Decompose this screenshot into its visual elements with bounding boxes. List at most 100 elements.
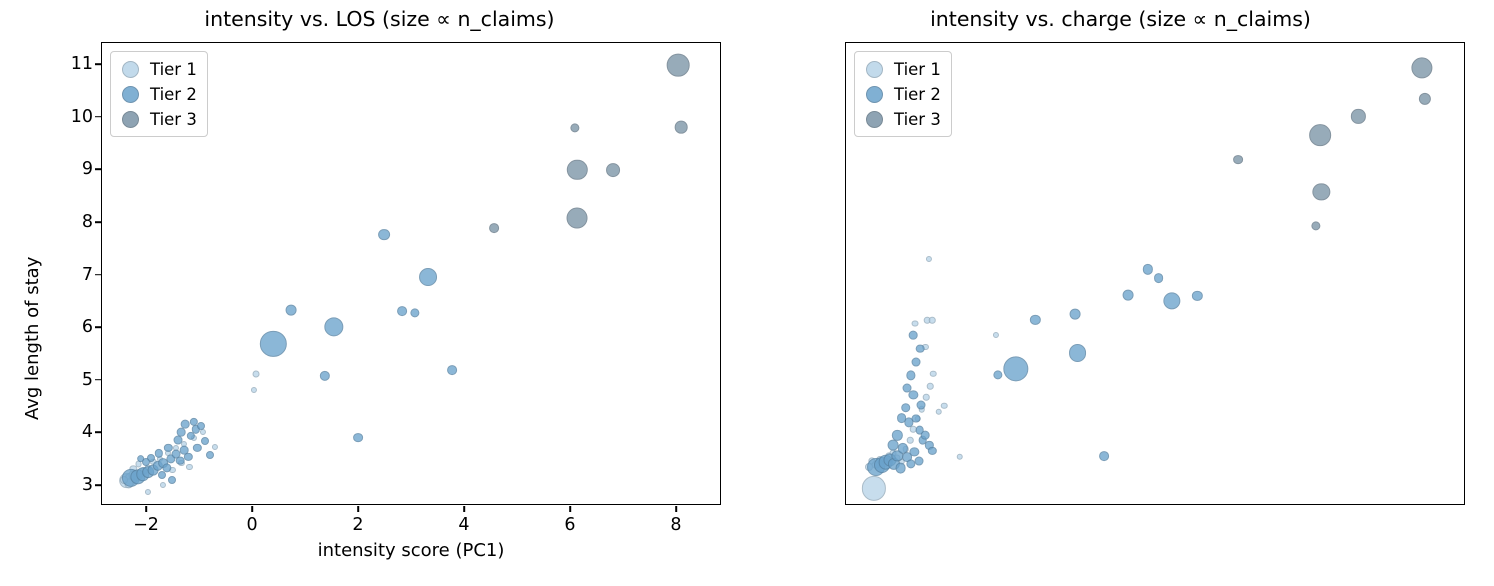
legend-label-tier-1: Tier 1 [150,59,197,79]
x-tick-mark [463,506,465,512]
scatter-point [915,344,925,353]
legend-swatch-tier-3 [866,110,883,128]
scatter-point [921,431,930,440]
scatter-point [992,332,1000,339]
scatter-point [136,454,145,463]
x-tick-mark [569,506,571,512]
x-tick-mark [357,506,359,512]
legend-label-tier-1: Tier 1 [894,59,941,79]
scatter-point [1099,451,1109,462]
plot-area-los: Tier 1 Tier 2 Tier 3 [101,42,721,505]
scatter-point [446,365,457,376]
legend-item-tier-3[interactable]: Tier 3 [118,108,197,130]
scatter-point [570,123,580,133]
legend-swatch-tier-3 [122,110,139,128]
y-tick-mark [95,378,101,381]
legend-charge: Tier 1 Tier 2 Tier 3 [854,51,952,137]
scatter-point [1192,290,1203,302]
scatter-point [1142,264,1154,275]
scatter-point [1002,355,1029,382]
scatter-point [1419,92,1432,106]
x-tick-label: 4 [458,515,470,535]
legend-swatch-tier-2 [866,85,883,103]
legend-label-tier-2: Tier 2 [894,84,941,104]
panel-los: intensity vs. LOS (size ∝ n_claims) Tier… [22,7,721,561]
scatter-point [911,320,919,328]
scatter-point [319,370,330,381]
scatter-point [1030,314,1041,325]
scatter-point [567,159,588,181]
legend-item-tier-2[interactable]: Tier 2 [862,83,941,105]
legend-item-tier-1[interactable]: Tier 1 [862,58,941,80]
scatter-point [177,428,186,437]
y-tick-mark [95,168,101,171]
scatter-point [323,316,344,337]
scatter-point [993,369,1003,380]
scatter-point [1312,183,1330,201]
scatter-point [901,403,911,413]
scatter-point [909,447,919,457]
scatter-point [489,223,500,234]
scatter-point [895,462,906,474]
scatter-point [892,430,903,441]
panel-charge: intensity vs. charge (size ∝ n_claims) T… [747,0,1494,586]
scatter-point [410,308,420,318]
y-tick-mark [95,273,101,276]
y-tick-mark [95,115,101,118]
scatter-point [251,387,258,394]
scatter-point [929,317,936,324]
scatter-point [159,481,166,488]
scatter-point [164,443,173,453]
scatter-point [154,449,163,458]
scatter-point [904,417,914,428]
scatter-point [378,228,391,241]
scatter-point [1068,344,1087,362]
scatter-point [922,394,930,401]
scatter-point [926,255,933,262]
y-tick-label: 3 [81,475,93,495]
x-tick-label: −2 [133,515,159,535]
y-tick-mark [95,484,101,486]
scatter-point [211,444,218,451]
legend-item-tier-3[interactable]: Tier 3 [862,108,941,130]
scatter-point [908,330,918,340]
scatter-point [674,120,688,134]
plot-area-charge: Tier 1 Tier 2 Tier 3 [845,42,1465,505]
scatter-point [285,304,297,316]
scatter-point [928,446,937,456]
scatter-point [353,432,363,443]
x-tick-label: 6 [564,515,576,535]
scatter-point [168,475,177,484]
scatter-point [197,421,206,430]
x-tick-mark [675,506,677,512]
x-tick-mark [251,506,253,512]
scatter-point [1311,221,1321,231]
scatter-point [180,419,190,429]
scatter-point [418,268,437,287]
legend-label-tier-2: Tier 2 [150,84,197,104]
y-tick-mark [95,63,101,65]
legend-label-tier-3: Tier 3 [150,109,197,129]
legend-swatch-tier-2 [122,85,139,103]
y-tick-mark [95,326,101,328]
legend-swatch-tier-1 [122,60,139,78]
y-tick-label: 4 [81,422,93,443]
scatter-point [145,489,152,496]
y-tick-label: 8 [81,211,93,232]
x-tick-label: 8 [670,515,682,535]
legend-swatch-tier-1 [866,60,883,78]
scatter-point [1309,124,1332,147]
legend-item-tier-1[interactable]: Tier 1 [118,58,197,80]
y-tick-mark [95,431,101,434]
scatter-point [252,371,260,378]
scatter-point [179,445,189,455]
y-tick-label: 5 [81,369,93,390]
y-axis-label-los: Avg length of stay [22,256,43,420]
plot-title-charge: intensity vs. charge (size ∝ n_claims) [930,7,1311,31]
scatter-point [666,53,690,77]
y-tick-label: 11 [70,54,93,75]
y-tick-mark [95,221,101,223]
x-tick-label: 0 [246,515,258,535]
scatter-point [908,390,918,400]
legend-item-tier-2[interactable]: Tier 2 [118,83,197,105]
